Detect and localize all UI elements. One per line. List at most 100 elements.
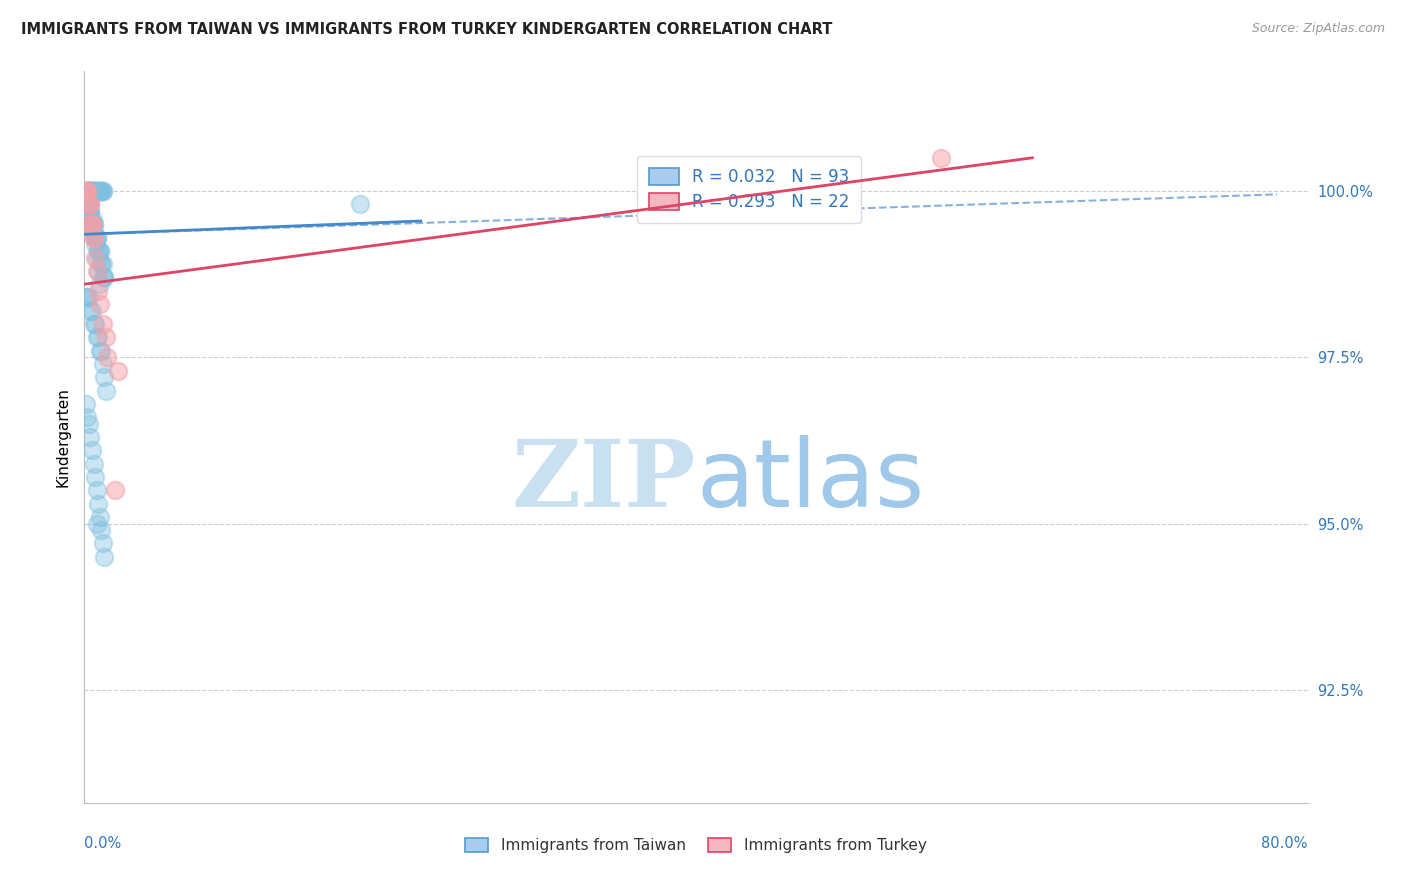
Point xyxy=(80,303,103,318)
Point xyxy=(79,197,101,211)
Point xyxy=(86,230,108,244)
Point xyxy=(76,410,98,425)
Point xyxy=(79,184,101,198)
Point xyxy=(90,184,112,198)
Point xyxy=(76,184,98,198)
Point xyxy=(87,497,110,511)
Point xyxy=(89,343,111,358)
Point xyxy=(75,204,97,219)
Point xyxy=(76,204,98,219)
Point xyxy=(76,184,98,198)
Point xyxy=(77,184,100,198)
Point xyxy=(86,330,108,344)
Point xyxy=(90,257,112,271)
Point xyxy=(86,184,108,198)
Point xyxy=(91,536,114,550)
Point xyxy=(83,224,105,238)
Point xyxy=(76,204,98,219)
Point xyxy=(87,184,110,198)
Point xyxy=(79,204,101,219)
Point xyxy=(75,204,97,219)
Point xyxy=(86,184,108,198)
Point xyxy=(80,211,103,225)
Point xyxy=(84,230,107,244)
Point xyxy=(84,230,107,244)
Text: 80.0%: 80.0% xyxy=(1261,836,1308,851)
Y-axis label: Kindergarten: Kindergarten xyxy=(55,387,70,487)
Point xyxy=(80,217,103,231)
Point xyxy=(87,184,110,198)
Point xyxy=(84,237,107,252)
Point xyxy=(96,351,118,365)
Point xyxy=(89,297,111,311)
Point xyxy=(79,197,101,211)
Point xyxy=(77,204,100,219)
Point xyxy=(75,184,97,198)
Point xyxy=(80,184,103,198)
Point xyxy=(84,317,107,331)
Point xyxy=(87,284,110,298)
Point xyxy=(93,549,115,564)
Point xyxy=(89,244,111,258)
Point xyxy=(90,257,112,271)
Point xyxy=(89,509,111,524)
Point xyxy=(84,470,107,484)
Point xyxy=(75,290,97,304)
Point xyxy=(91,184,114,198)
Point xyxy=(104,483,127,498)
Point xyxy=(89,184,111,198)
Point xyxy=(77,204,100,219)
Point xyxy=(80,184,103,198)
Point xyxy=(79,303,101,318)
Point xyxy=(83,317,105,331)
Point xyxy=(84,251,107,265)
Text: ZIP: ZIP xyxy=(512,436,696,526)
Point xyxy=(929,151,952,165)
Point xyxy=(83,217,105,231)
Point xyxy=(87,264,110,278)
Point xyxy=(77,417,100,431)
Point xyxy=(80,184,103,198)
Point xyxy=(83,184,105,198)
Point xyxy=(76,290,98,304)
Point xyxy=(80,217,103,231)
Text: atlas: atlas xyxy=(696,435,924,527)
Point xyxy=(76,184,98,198)
Point xyxy=(86,251,108,265)
Point xyxy=(77,184,100,198)
Point xyxy=(91,357,114,371)
Point xyxy=(76,184,98,198)
Point xyxy=(89,184,111,198)
Point xyxy=(79,217,101,231)
Point xyxy=(75,184,97,198)
Legend: Immigrants from Taiwan, Immigrants from Turkey: Immigrants from Taiwan, Immigrants from … xyxy=(458,830,934,861)
Point xyxy=(91,184,114,198)
Point xyxy=(84,184,107,198)
Point xyxy=(89,277,111,292)
Point xyxy=(93,370,115,384)
Point xyxy=(94,384,117,398)
Point xyxy=(86,264,108,278)
Point xyxy=(349,197,371,211)
Point xyxy=(83,184,105,198)
Point xyxy=(90,343,112,358)
Text: Source: ZipAtlas.com: Source: ZipAtlas.com xyxy=(1251,22,1385,36)
Point xyxy=(83,230,105,244)
Point xyxy=(77,197,100,211)
Point xyxy=(87,330,110,344)
Point xyxy=(86,230,108,244)
Point xyxy=(90,184,112,198)
Point xyxy=(80,217,103,231)
Point xyxy=(87,244,110,258)
Point xyxy=(83,184,105,198)
Point xyxy=(79,184,101,198)
Point xyxy=(86,516,108,531)
Point xyxy=(90,523,112,537)
Point xyxy=(79,430,101,444)
Point xyxy=(83,457,105,471)
Point xyxy=(83,230,105,244)
Point xyxy=(87,244,110,258)
Text: IMMIGRANTS FROM TAIWAN VS IMMIGRANTS FROM TURKEY KINDERGARTEN CORRELATION CHART: IMMIGRANTS FROM TAIWAN VS IMMIGRANTS FRO… xyxy=(21,22,832,37)
Point xyxy=(77,191,100,205)
Point xyxy=(77,290,100,304)
